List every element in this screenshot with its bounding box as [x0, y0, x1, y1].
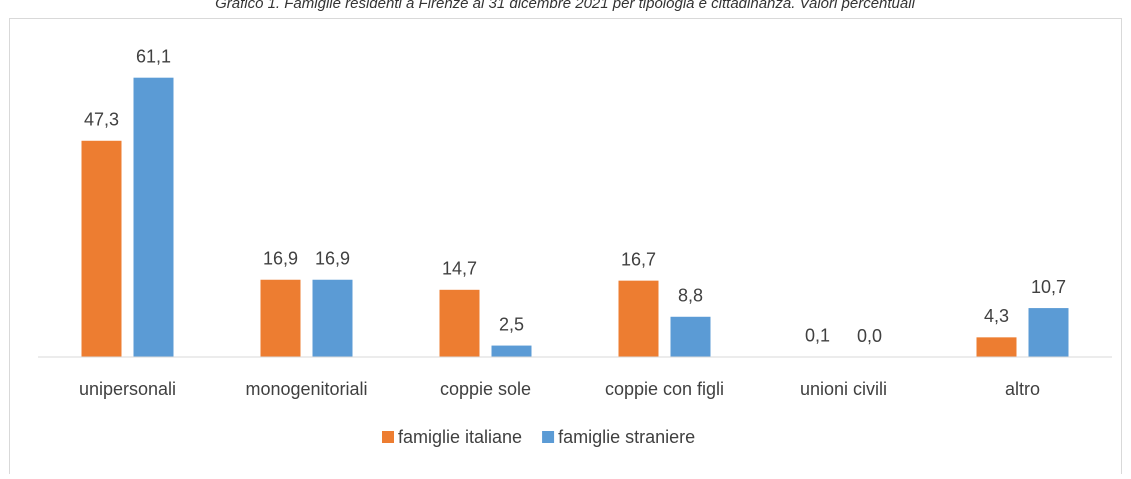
bar	[671, 317, 711, 357]
value-label: 47,3	[84, 110, 119, 130]
bar	[1029, 308, 1069, 357]
value-label: 2,5	[499, 314, 524, 334]
legend-swatch	[542, 431, 554, 443]
value-label: 61,1	[136, 46, 171, 66]
x-tick-label: monogenitoriali	[245, 379, 367, 399]
legend-label: famiglie italiane	[398, 427, 522, 447]
value-label: 16,7	[621, 249, 656, 269]
value-label: 10,7	[1031, 277, 1066, 297]
bar	[440, 290, 480, 357]
x-tick-label: coppie sole	[440, 379, 531, 399]
value-label: 8,8	[678, 286, 703, 306]
x-tick-label: coppie con figli	[605, 379, 724, 399]
bar	[82, 141, 122, 357]
legend-label: famiglie straniere	[558, 427, 695, 447]
chart-title: Grafico 1. Famiglie residenti a Firenze …	[215, 0, 915, 12]
bar	[492, 346, 532, 357]
value-label: 14,7	[442, 259, 477, 279]
bar	[977, 337, 1017, 357]
legend-swatch	[382, 431, 394, 443]
chart-frame	[10, 19, 1122, 475]
value-label: 16,9	[315, 248, 350, 268]
bar	[134, 78, 174, 357]
x-tick-label: unipersonali	[79, 379, 176, 399]
bar	[261, 280, 301, 357]
bar	[619, 281, 659, 357]
value-label: 0,0	[857, 326, 882, 346]
value-label: 4,3	[984, 306, 1009, 326]
x-tick-label: altro	[1005, 379, 1040, 399]
value-label: 16,9	[263, 248, 298, 268]
bar	[313, 280, 353, 357]
x-tick-label: unioni civili	[800, 379, 887, 399]
value-label: 0,1	[805, 325, 830, 345]
